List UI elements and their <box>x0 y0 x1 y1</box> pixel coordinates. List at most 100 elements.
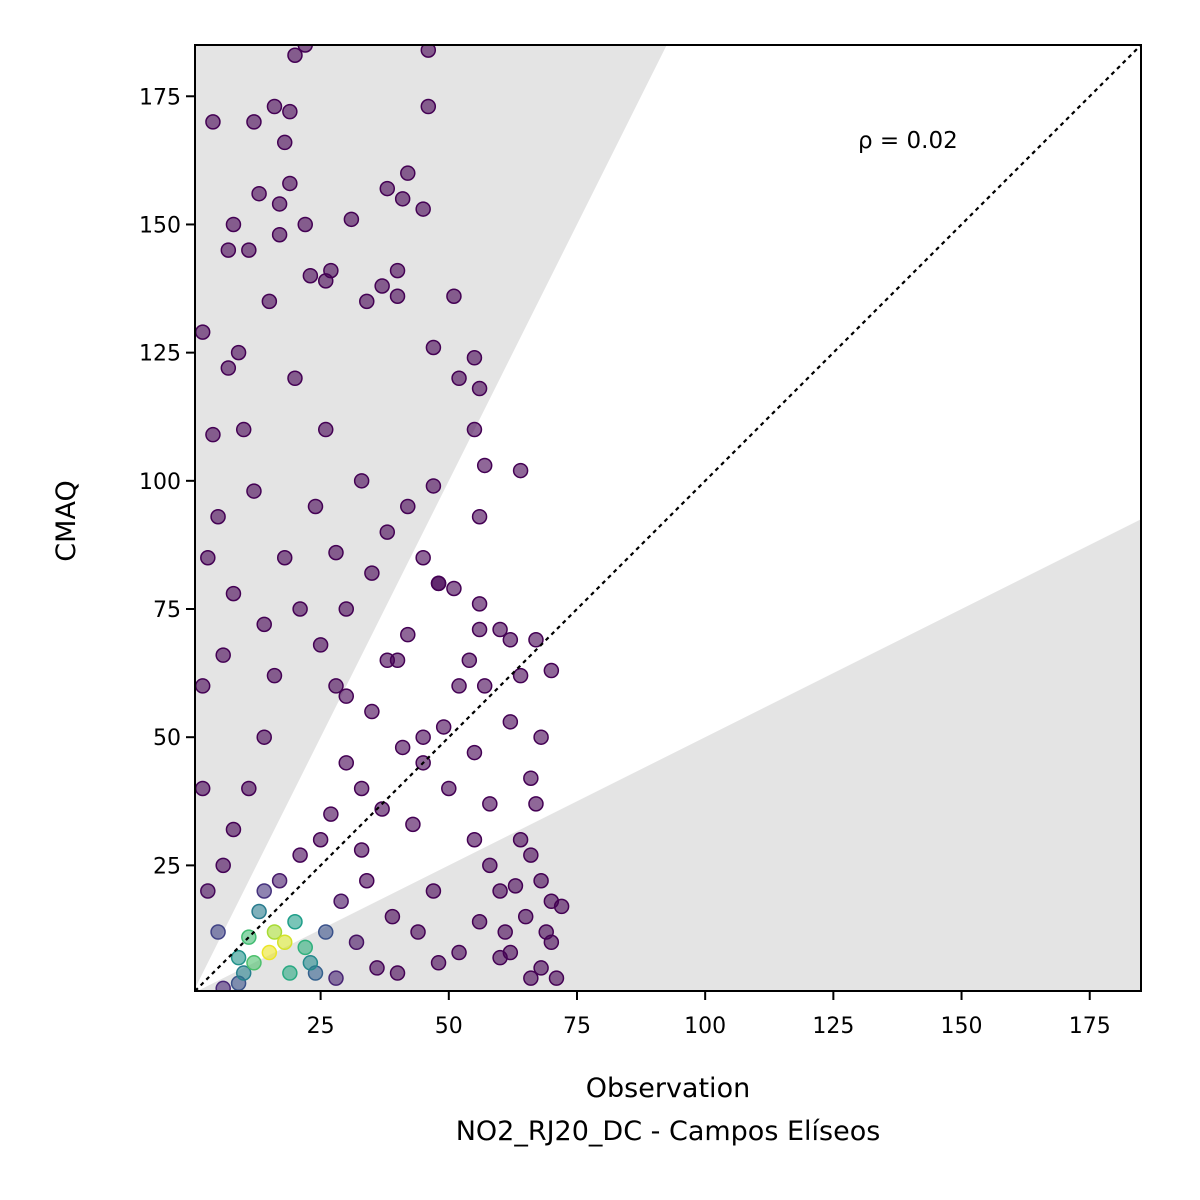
data-point <box>312 831 329 848</box>
data-point <box>415 549 431 566</box>
data-point <box>251 185 267 202</box>
data-point <box>420 98 437 115</box>
data-point <box>251 903 267 920</box>
data-point <box>246 114 262 130</box>
data-point <box>246 955 262 971</box>
data-point <box>225 216 242 233</box>
data-point <box>533 729 549 745</box>
data-point <box>446 288 462 304</box>
data-point <box>435 719 452 735</box>
data-point <box>282 103 298 120</box>
data-point <box>338 688 355 704</box>
data-point <box>215 857 231 874</box>
data-point <box>256 729 272 745</box>
data-point <box>364 565 380 581</box>
data-point <box>466 421 483 438</box>
data-point <box>400 498 416 515</box>
x-tick-label: 125 <box>812 1014 854 1039</box>
data-point <box>389 262 406 279</box>
x-axis-label: Observation <box>586 1073 750 1104</box>
data-point <box>389 288 406 304</box>
data-point <box>287 370 303 387</box>
data-point <box>476 678 493 694</box>
data-point <box>364 703 380 720</box>
x-tick-label: 100 <box>684 1014 726 1039</box>
data-point <box>271 226 288 243</box>
data-point <box>261 293 278 310</box>
data-point <box>451 678 467 694</box>
data-point <box>317 924 334 940</box>
data-point <box>512 667 529 684</box>
y-axis-label: CMAQ <box>51 480 82 561</box>
data-point <box>343 211 360 228</box>
data-point <box>415 201 431 217</box>
scatter-points <box>195 45 570 991</box>
data-point <box>410 924 426 940</box>
data-point <box>471 596 488 612</box>
x-axis-sublabel: NO2_RJ20_DC - Campos Elíseos <box>456 1116 881 1147</box>
data-point <box>317 273 334 289</box>
shaded-region-lower <box>195 519 1141 991</box>
data-point <box>471 914 488 930</box>
data-point <box>348 934 365 951</box>
data-point <box>276 549 293 566</box>
data-point <box>482 796 498 812</box>
data-point <box>425 883 442 899</box>
data-point <box>425 339 442 356</box>
data-point <box>425 478 442 494</box>
data-point <box>292 847 308 863</box>
data-point <box>266 924 283 940</box>
data-point <box>256 616 272 633</box>
data-point <box>420 45 437 58</box>
y-tick-label: 75 <box>153 598 181 623</box>
data-point <box>215 647 231 663</box>
data-point <box>220 242 237 258</box>
data-point <box>292 601 308 617</box>
data-point <box>282 965 298 981</box>
x-tick-label: 175 <box>1069 1014 1111 1039</box>
data-point <box>195 780 211 797</box>
plot-frame <box>194 44 1142 992</box>
data-point <box>210 508 226 525</box>
data-point <box>241 242 257 258</box>
data-point <box>307 498 324 515</box>
data-point <box>328 678 344 694</box>
data-point <box>276 134 293 151</box>
data-point <box>359 293 375 310</box>
data-point <box>220 360 237 376</box>
data-point <box>297 939 313 956</box>
data-point <box>538 924 554 940</box>
data-point <box>471 621 488 638</box>
data-point <box>353 473 370 489</box>
data-point <box>379 652 396 669</box>
data-point <box>389 965 406 981</box>
data-point <box>384 908 401 925</box>
data-point <box>287 914 303 930</box>
data-point <box>405 816 421 833</box>
data-point <box>297 45 313 53</box>
data-point <box>302 267 319 284</box>
data-point <box>230 344 247 361</box>
data-point <box>466 831 483 848</box>
data-point <box>394 739 411 756</box>
data-point <box>317 421 334 438</box>
data-point <box>507 878 524 894</box>
data-point <box>287 47 303 64</box>
data-point <box>415 729 431 745</box>
data-point <box>502 632 519 648</box>
correlation-annotation: ρ = 0.02 <box>858 128 958 154</box>
data-point <box>523 847 539 863</box>
data-point <box>492 949 508 966</box>
x-tick-label: 75 <box>563 1014 591 1039</box>
data-point <box>353 780 370 797</box>
data-point <box>543 662 560 679</box>
data-point <box>210 924 226 940</box>
data-point <box>328 544 344 561</box>
data-point <box>512 462 529 479</box>
data-point <box>523 770 539 786</box>
x-tick-label: 25 <box>307 1014 335 1039</box>
data-point <box>195 678 211 694</box>
data-point <box>235 965 252 981</box>
y-tick-label: 25 <box>153 854 181 879</box>
